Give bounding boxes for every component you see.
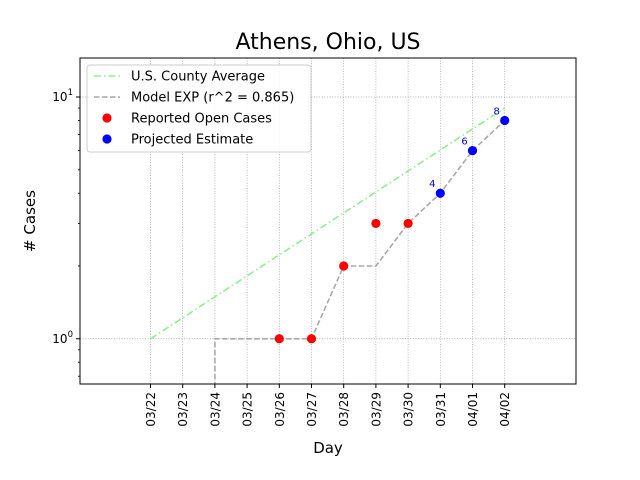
legend-label: Model EXP (r^2 = 0.865)	[131, 91, 294, 106]
x-tick-label: 03/26	[273, 392, 287, 427]
data-point-reported-open-cases	[306, 334, 317, 344]
x-tick-label: 03/30	[402, 392, 416, 427]
data-point-reported-open-cases	[403, 218, 413, 229]
chart-title: Athens, Ohio, US	[235, 30, 420, 55]
plot-area-frame	[79, 57, 577, 385]
data-point-projected-estimate	[500, 115, 510, 126]
x-tick-label: 03/27	[305, 392, 319, 427]
x-tick-label: 03/24	[208, 392, 222, 427]
x-tick-label: 04/02	[498, 392, 512, 427]
data-label: 4	[429, 179, 435, 190]
series-line-u-s-county-average	[150, 107, 506, 340]
data-point-projected-estimate	[435, 188, 445, 198]
data-label: 6	[461, 137, 467, 148]
legend-label: Reported Open Cases	[131, 112, 272, 127]
y-axis-label: # Cases	[21, 190, 39, 252]
data-point-reported-open-cases	[371, 218, 381, 229]
y-tick-label: 101	[52, 88, 73, 104]
x-tick-label: 03/22	[144, 392, 158, 427]
data-point-projected-estimate	[467, 146, 478, 156]
y-tick-label: 100	[52, 330, 73, 346]
x-tick-label: 04/01	[466, 392, 480, 427]
legend: U.S. County Average Model EXP (r^2 = 0.86…	[86, 64, 312, 153]
x-tick-label: 03/28	[337, 392, 351, 427]
legend-marker	[102, 134, 112, 144]
grid-lines	[80, 58, 576, 384]
legend-label: U.S. County Average	[131, 70, 265, 85]
x-tick-label: 03/31	[434, 392, 448, 427]
data-point-reported-open-cases	[274, 334, 284, 344]
legend-label: Projected Estimate	[131, 133, 253, 148]
legend-marker	[102, 113, 112, 123]
series-layer: 4 6 8	[150, 106, 510, 384]
x-tick-label: 03/25	[241, 392, 255, 427]
x-tick-label: 03/29	[369, 392, 383, 427]
data-point-reported-open-cases	[339, 261, 349, 271]
x-tick-label: 03/23	[176, 392, 190, 427]
data-label: 8	[494, 106, 500, 117]
x-axis-label: Day	[313, 439, 343, 457]
legend-frame	[86, 64, 312, 153]
axis-ticks: 03/22 03/23 03/24 03/25 03/26 03/27 03/28 03/29…	[52, 88, 512, 427]
